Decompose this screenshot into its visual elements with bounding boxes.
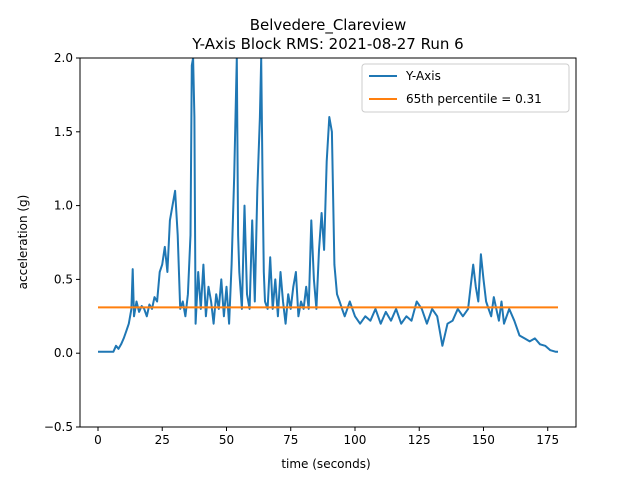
chart-title: Belvedere_Clareview [250, 16, 407, 35]
axes: 0 25 50 75 100 125 150 175 −0.5 0.0 0.5 1.0 1.5 2.0 [44, 51, 577, 447]
legend-box [361, 63, 570, 113]
y-tick-label: −0.5 [44, 420, 73, 434]
x-axis-label: time (seconds) [281, 457, 370, 471]
y-tick-label: 0.0 [54, 346, 73, 360]
axes-frame [79, 57, 577, 428]
y-tick-label: 1.5 [54, 125, 73, 139]
x-tick-label: 50 [219, 433, 234, 447]
y-tick-label: 0.5 [54, 272, 73, 286]
x-tick-label: 75 [283, 433, 298, 447]
legend-label-2: 65th percentile = 0.31 [406, 92, 542, 106]
x-tick-label: 100 [344, 433, 367, 447]
x-tick-label: 175 [536, 433, 559, 447]
y-tick-label: 2.0 [54, 51, 73, 65]
series-line-1 [98, 58, 558, 353]
x-tick-label: 25 [155, 433, 170, 447]
plot-area [98, 58, 558, 353]
chart-subtitle: Y-Axis Block RMS: 2021-08-27 Run 6 [191, 35, 463, 53]
x-tick-label: 0 [94, 433, 102, 447]
x-tick-label: 125 [408, 433, 431, 447]
y-axis-label: acceleration (g) [16, 195, 30, 290]
legend-label-1: Y-Axis [405, 69, 441, 83]
legend: Y-Axis 65th percentile = 0.31 [361, 63, 570, 113]
x-tick-label: 150 [472, 433, 495, 447]
y-tick-label: 1.0 [54, 199, 73, 213]
